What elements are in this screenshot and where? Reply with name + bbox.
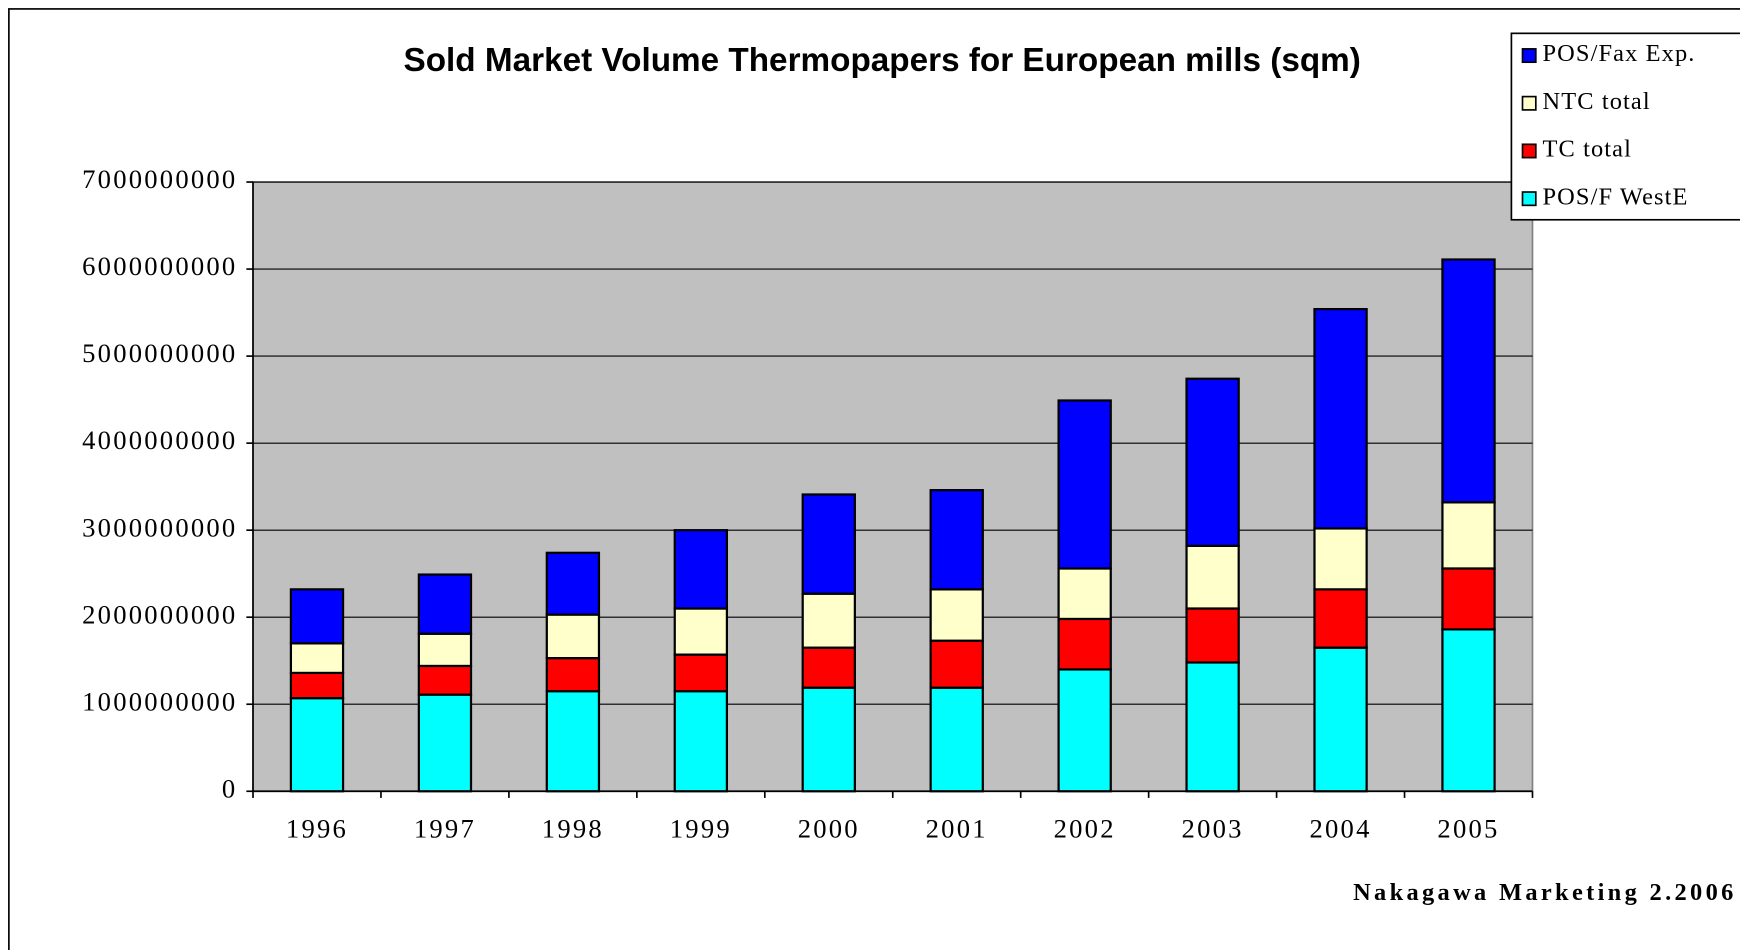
x-tick-label: 2003 xyxy=(1182,813,1244,843)
legend-label: POS/Fax Exp. xyxy=(1542,40,1695,67)
bar-segment xyxy=(545,551,601,616)
bar-segment xyxy=(929,639,984,689)
bar-segment xyxy=(289,642,345,675)
bar-segment xyxy=(545,613,601,660)
x-tick-label: 2002 xyxy=(1054,813,1116,843)
bar-segment xyxy=(1057,668,1112,793)
bar-segment xyxy=(673,653,729,693)
bar-segment xyxy=(289,697,345,793)
bar-segment xyxy=(1313,527,1368,591)
bar-segment xyxy=(1185,544,1240,610)
bar-segment xyxy=(1441,501,1496,570)
bar-segment xyxy=(1185,607,1240,664)
bar-segment xyxy=(801,592,856,649)
bar-segment xyxy=(1057,399,1112,570)
bar-segment xyxy=(417,693,473,793)
legend-swatch xyxy=(1521,143,1537,159)
x-tick-label: 1996 xyxy=(286,813,348,843)
legend-swatch xyxy=(1521,191,1537,207)
bar-segment xyxy=(1313,307,1368,530)
bar-segment xyxy=(417,632,473,668)
y-tick-label: 2000000000 xyxy=(82,599,237,629)
bar-segment xyxy=(1185,377,1240,547)
bar-segment xyxy=(1057,617,1112,671)
bar-segment xyxy=(929,489,984,591)
x-tick-label: 1997 xyxy=(414,813,476,843)
source-note: Nakagawa Marketing 2.2006 xyxy=(1353,879,1737,906)
chart-frame xyxy=(8,8,1740,950)
bar-segment xyxy=(1441,567,1496,631)
bar-segment xyxy=(1441,628,1496,793)
x-tick-label: 2005 xyxy=(1437,813,1499,843)
bar-segment xyxy=(1057,567,1112,621)
x-tick-label: 2004 xyxy=(1309,813,1371,843)
bar-segment xyxy=(801,686,856,793)
x-tick-label: 1998 xyxy=(542,813,604,843)
legend-label: POS/F WestE xyxy=(1542,183,1688,210)
bar-segment xyxy=(545,656,601,693)
legend-swatch xyxy=(1521,48,1537,64)
y-tick-label: 4000000000 xyxy=(82,425,237,455)
y-tick-label: 7000000000 xyxy=(82,164,237,194)
bar-segment xyxy=(801,493,856,595)
legend-label: NTC total xyxy=(1542,88,1650,115)
x-tick-label: 2000 xyxy=(798,813,860,843)
bar-segment xyxy=(673,607,729,656)
bar-segment xyxy=(417,664,473,696)
y-tick-label: 0 xyxy=(222,773,238,803)
bar-segment xyxy=(673,529,729,610)
x-tick-label: 1999 xyxy=(670,813,732,843)
bar-segment xyxy=(289,671,345,700)
bar-segment xyxy=(673,690,729,793)
bar-segment xyxy=(1313,588,1368,649)
y-tick-label: 1000000000 xyxy=(82,686,237,716)
bar-segment xyxy=(929,686,984,793)
y-tick-label: 3000000000 xyxy=(82,512,237,542)
bar-segment xyxy=(1441,258,1496,504)
y-tick-label: 6000000000 xyxy=(82,251,237,281)
chart-title: Sold Market Volume Thermopapers for Euro… xyxy=(404,42,1361,79)
bar-segment xyxy=(801,646,856,689)
bar-segment xyxy=(1185,661,1240,793)
legend-label: TC total xyxy=(1542,136,1632,163)
x-tick-label: 2001 xyxy=(926,813,988,843)
bar-segment xyxy=(289,588,345,645)
y-tick-label: 5000000000 xyxy=(82,338,237,368)
bar-segment xyxy=(545,690,601,793)
bar-segment xyxy=(929,588,984,642)
legend-box xyxy=(1510,32,1740,221)
legend-swatch xyxy=(1521,95,1537,111)
bar-segment xyxy=(1313,646,1368,793)
bar-segment xyxy=(417,573,473,635)
